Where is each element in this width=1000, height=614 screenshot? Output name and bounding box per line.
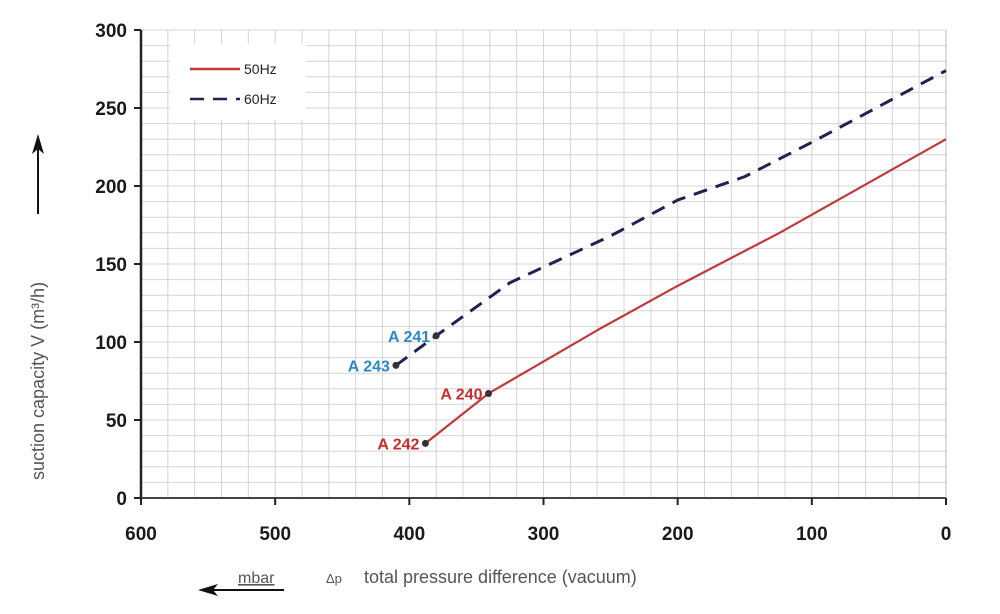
y-tick-label: 0: [116, 489, 127, 510]
y-axis-title-group: suction capacity V (m³/h): [28, 134, 48, 480]
legend: 50Hz 60Hz: [170, 44, 306, 120]
legend-label-50hz: 50Hz: [244, 61, 277, 77]
x-tick-label: 200: [662, 524, 694, 545]
annotation-marker: [484, 389, 492, 397]
y-axis-arrow-icon: [32, 134, 44, 154]
annotation-marker: [432, 332, 440, 340]
annotation-label: A 240: [440, 386, 482, 403]
annotation-marker: [421, 439, 429, 447]
x-axis-unit: mbar: [238, 570, 275, 587]
y-tick-label: 250: [95, 99, 127, 120]
y-tick-label: 50: [106, 411, 127, 432]
x-axis-title: total pressure difference (vacuum): [364, 567, 637, 587]
annotation-label: A 242: [377, 436, 419, 453]
series-line-50hz: [424, 138, 947, 445]
x-axis-arrow-icon: [198, 584, 218, 596]
y-tick-label: 200: [95, 177, 127, 198]
x-tick-label: 300: [528, 524, 560, 545]
y-tick-label: 150: [95, 255, 127, 276]
y-tick-label: 300: [95, 21, 127, 42]
x-tick-label: 400: [393, 524, 425, 545]
x-tick-label: 500: [259, 524, 291, 545]
y-axis-title: suction capacity V (m³/h): [28, 282, 48, 480]
x-axis-title-group: mbar Δp total pressure difference (vacuu…: [198, 567, 637, 596]
annotations: A 241 A 243 A 240 A 242: [348, 329, 492, 453]
legend-label-60hz: 60Hz: [244, 91, 277, 107]
axes: 0 50 100 150 200 250 300 600 500 400 300 200 100 0: [95, 21, 951, 545]
y-tick-label: 100: [95, 333, 127, 354]
annotation-label: A 243: [348, 358, 390, 375]
legend-box: [170, 44, 306, 120]
annotation-label: A 241: [388, 329, 430, 346]
x-tick-label: 100: [796, 524, 828, 545]
annotation-marker: [392, 361, 400, 369]
x-tick-label: 600: [125, 524, 157, 545]
x-tick-label: 0: [941, 524, 952, 545]
x-axis-symbol: Δp: [326, 571, 342, 586]
series-line-60hz: [395, 69, 947, 367]
